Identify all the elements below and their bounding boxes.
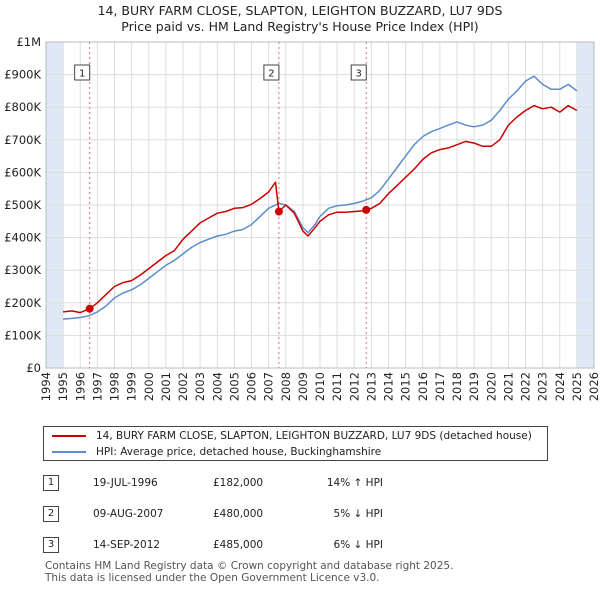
x-tick-label: 2023 <box>536 372 550 401</box>
y-tick-label: £1M <box>16 35 41 49</box>
x-tick-label: 1998 <box>108 372 122 401</box>
sale-price: £480,000 <box>213 508 264 520</box>
x-tick-label: 2015 <box>399 372 413 401</box>
property-price-line <box>63 104 578 314</box>
x-tick-label: 2019 <box>467 372 481 401</box>
x-tick-label: 1995 <box>56 372 70 401</box>
y-tick-label: £500K <box>4 198 41 212</box>
x-tick-label: 2003 <box>193 372 207 401</box>
legend-item-property: 14, BURY FARM CLOSE, SLAPTON, LEIGHTON B… <box>52 428 532 444</box>
x-tick-label: 2017 <box>433 372 447 401</box>
sale-date: 14-SEP-2012 <box>93 539 161 551</box>
x-tick-label: 2021 <box>501 372 515 401</box>
sale-date: 09-AUG-2007 <box>93 508 164 520</box>
x-tick-label: 2009 <box>296 372 310 401</box>
sale-price: £485,000 <box>213 539 264 551</box>
x-tick-label: 1996 <box>73 372 87 401</box>
x-tick-label: 2025 <box>570 372 584 401</box>
sale-point <box>85 304 94 313</box>
footer-copyright: Contains HM Land Registry data © Crown c… <box>45 560 454 572</box>
legend-swatch-hpi <box>52 451 86 453</box>
x-tick-label: 2006 <box>245 372 259 401</box>
y-tick-label: £600K <box>4 165 41 179</box>
y-tick-label: £0 <box>26 361 41 375</box>
x-tick-label: 1994 <box>39 372 53 401</box>
x-tick-label: 1997 <box>90 372 104 401</box>
x-tick-label: 1999 <box>125 372 139 401</box>
x-tick-label: 2013 <box>364 372 378 401</box>
sale-number-badge: 1 <box>43 475 59 491</box>
legend-item-hpi: HPI: Average price, detached house, Buck… <box>52 444 381 460</box>
sale-hpi-change: 5% ↓ HPI <box>333 508 383 520</box>
x-tick-label: 2001 <box>159 372 173 401</box>
y-tick-label: £400K <box>4 231 41 245</box>
y-tick-label: £800K <box>4 100 41 114</box>
chart-title: 14, BURY FARM CLOSE, SLAPTON, LEIGHTON B… <box>97 3 503 18</box>
x-tick-label: 2007 <box>262 372 276 401</box>
x-tick-label: 2004 <box>210 372 224 401</box>
sale-number-badge: 2 <box>43 506 59 522</box>
x-tick-label: 2016 <box>416 372 430 401</box>
sale-marker-label: 3 <box>356 69 362 80</box>
sale-marker-badge <box>74 64 91 81</box>
x-tick-label: 2000 <box>142 372 156 401</box>
sale-marker-badge <box>263 64 280 81</box>
sale-hpi-change: 14% ↑ HPI <box>326 477 383 489</box>
sale-marker-badge <box>350 64 367 81</box>
y-tick-label: £700K <box>4 133 41 147</box>
y-tick-label: £900K <box>4 68 41 82</box>
chart-subtitle: Price paid vs. HM Land Registry's House … <box>121 19 479 34</box>
x-tick-label: 2010 <box>313 372 327 401</box>
sale-price: £182,000 <box>213 477 264 489</box>
x-tick-label: 2012 <box>347 372 361 401</box>
sale-point <box>362 205 371 214</box>
legend-label-hpi: HPI: Average price, detached house, Buck… <box>96 446 382 458</box>
price-chart: £0 £100K £200K £300K £400K £500K £600K £700K £80… <box>4 35 600 401</box>
footer-license: This data is licensed under the Open Gov… <box>45 572 380 584</box>
sale-marker-label: 1 <box>79 69 85 80</box>
sale-point <box>274 207 283 216</box>
sale-number-badge: 3 <box>43 537 59 553</box>
x-tick-label: 2020 <box>484 372 498 401</box>
x-tick-label: 2014 <box>382 372 396 401</box>
chart-legend: 14, BURY FARM CLOSE, SLAPTON, LEIGHTON B… <box>43 426 548 461</box>
x-tick-label: 2022 <box>519 372 533 401</box>
legend-label-property: 14, BURY FARM CLOSE, SLAPTON, LEIGHTON B… <box>96 430 532 442</box>
x-tick-label: 2008 <box>279 372 293 401</box>
y-tick-label: £300K <box>4 263 41 277</box>
sale-marker-label: 2 <box>268 69 274 80</box>
x-tick-label: 2024 <box>553 372 567 401</box>
sale-hpi-change: 6% ↓ HPI <box>333 539 383 551</box>
x-tick-label: 2002 <box>176 372 190 401</box>
y-tick-label: £100K <box>4 328 41 342</box>
x-tick-label: 2018 <box>450 372 464 401</box>
sale-date: 19-JUL-1996 <box>93 477 158 489</box>
plot-area-border <box>45 41 595 369</box>
x-tick-label: 2026 <box>587 372 600 401</box>
hpi-line <box>63 75 578 320</box>
x-tick-label: 2011 <box>330 372 344 401</box>
x-tick-label: 2005 <box>227 372 241 401</box>
legend-swatch-property <box>52 435 86 437</box>
y-tick-label: £200K <box>4 296 41 310</box>
